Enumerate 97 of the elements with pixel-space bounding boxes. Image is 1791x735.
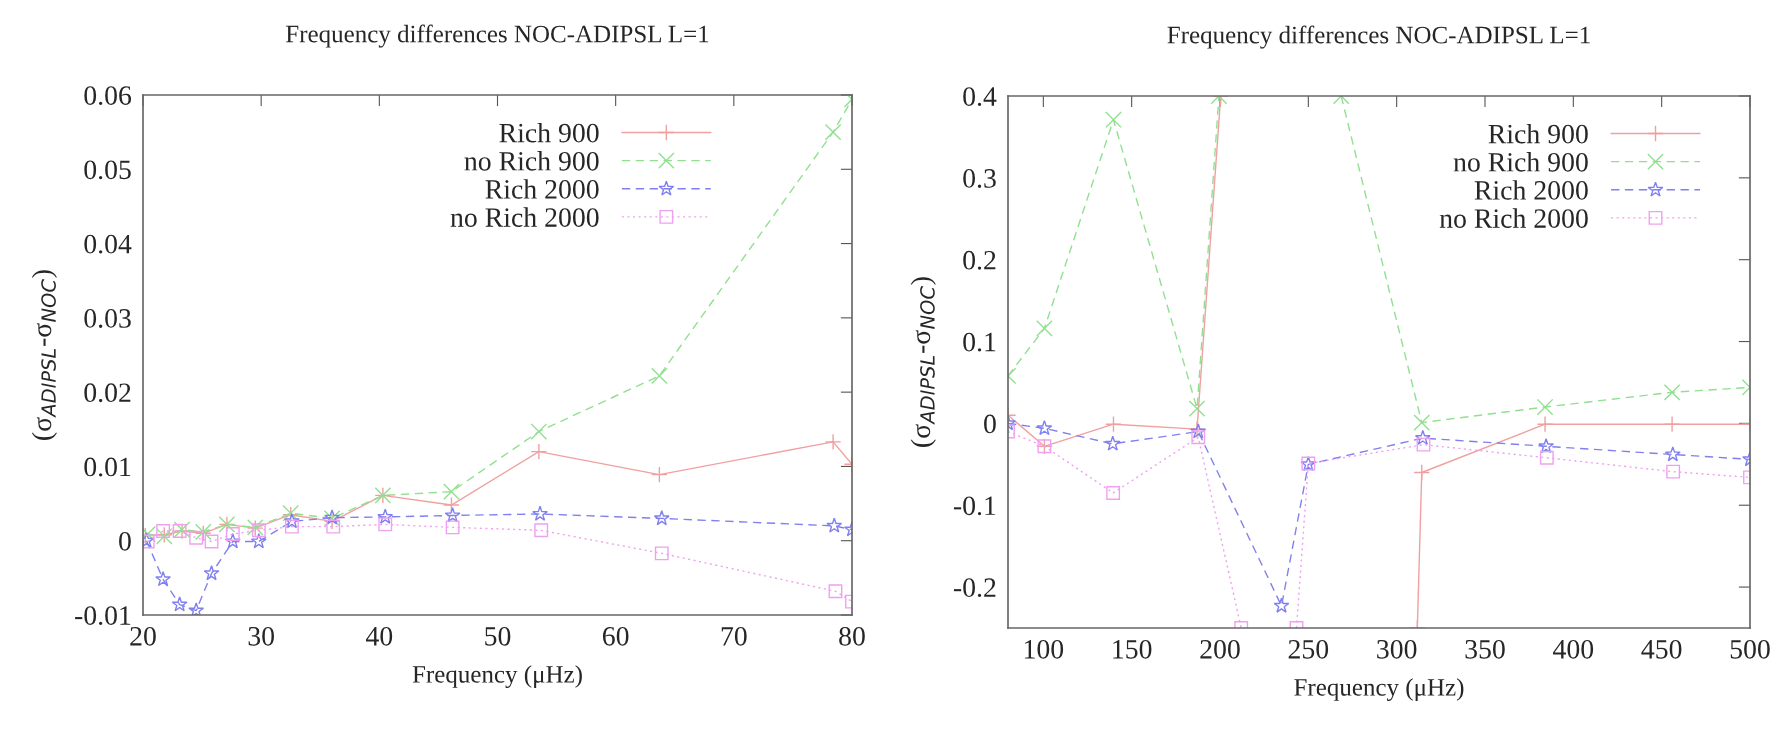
point [251,523,266,538]
x-tick-label: 60 [602,626,629,646]
legend-label: Rich 900 [499,122,599,143]
legend-label: Rich 900 [1488,123,1588,144]
y-tick-label: 0.05 [84,160,131,180]
legend-label: Rich 2000 [485,179,599,199]
y-tick-label: -0.1 [953,496,996,516]
point [1106,486,1121,500]
y-tick-label: -0.01 [75,606,131,626]
point [1663,383,1681,401]
point [172,524,187,539]
point [530,443,548,460]
point [1663,415,1681,433]
point [828,584,843,599]
point [1191,430,1206,445]
y-tick-label: 0.3 [963,169,996,188]
y-tick-label: 0.06 [84,86,132,106]
point [1413,464,1431,481]
x-tick-label: 500 [1730,639,1770,659]
x-axis-title: Frequency (μHz) [412,665,582,688]
point [378,517,393,532]
y-tick-label: 0.2 [963,250,996,270]
point [1539,450,1554,465]
legend-label: no Rich 2000 [450,207,599,227]
point [156,524,171,539]
point [1036,419,1053,436]
point [188,602,205,615]
point [377,508,394,524]
x-tick-label: 200 [1200,639,1240,659]
point [532,505,549,521]
point [1666,464,1681,479]
legend-label: no Rich 900 [1453,152,1588,172]
point [443,483,460,501]
y-tick-label: 0.02 [84,383,131,403]
point [1036,320,1053,337]
legend-label: no Rich 2000 [1439,208,1588,228]
point [534,523,549,538]
x-tick-label: 50 [485,626,511,646]
x-tick-label: 150 [1113,639,1152,659]
x-tick-label: 400 [1553,639,1594,659]
x-tick-label: 70 [721,626,747,646]
point [225,527,240,541]
x-tick-label: 300 [1377,639,1417,659]
y-axis-title: (σ$_{ADIPSL}$-σ$_{NOC}$) [31,270,57,440]
x-tick-label: 20 [130,626,156,646]
point [654,546,669,561]
point [1105,415,1122,433]
point [824,123,842,141]
point [284,519,299,534]
point [826,517,843,533]
y-tick-label: 0.04 [84,234,132,254]
point [1416,437,1431,452]
point [1414,429,1431,445]
legend-label: Rich 2000 [1474,180,1588,200]
y-tick-label: 0.4 [963,87,997,107]
point [171,596,188,612]
y-axis-title: (σ$_{ADIPSL}$-σ$_{NOC}$) [910,277,936,447]
point [445,520,460,535]
y-tick-label: 0.1 [963,332,996,352]
point [204,534,219,549]
x-tick-label: 450 [1641,639,1682,659]
x-tick-label: 100 [1024,639,1064,659]
point [651,367,668,385]
y-tick-label: 0.01 [84,457,131,477]
point [1104,435,1121,451]
point [530,423,548,440]
point [283,513,300,529]
y-tick-label: 0 [984,414,996,434]
chart-title: Frequency differences NOC-ADIPSL L=1 [286,24,709,48]
y-tick-label: 0.03 [84,309,131,328]
point [1536,398,1554,416]
point [1536,415,1554,433]
x-axis-title: Frequency (μHz) [1294,678,1464,701]
point [203,565,220,581]
point [1664,446,1681,462]
point [653,510,670,526]
legend-label: no Rich 900 [464,151,599,171]
point [1273,597,1290,613]
point [155,571,172,587]
x-tick-label: 350 [1465,639,1505,659]
point [250,533,267,549]
point [444,507,461,523]
point [824,433,842,451]
y-tick-label: -0.2 [953,578,996,598]
chart-title: Frequency differences NOC-ADIPSL L=1 [1167,25,1590,49]
point [651,466,668,483]
x-tick-label: 250 [1288,639,1329,659]
point [326,519,341,534]
x-tick-label: 40 [365,626,393,646]
point [189,530,204,545]
point [1538,437,1555,454]
x-tick-label: 30 [248,626,274,646]
x-tick-label: 80 [839,626,865,646]
point [1188,400,1206,417]
point [224,533,241,549]
y-tick-label: 0 [119,531,131,551]
point [1413,414,1431,431]
